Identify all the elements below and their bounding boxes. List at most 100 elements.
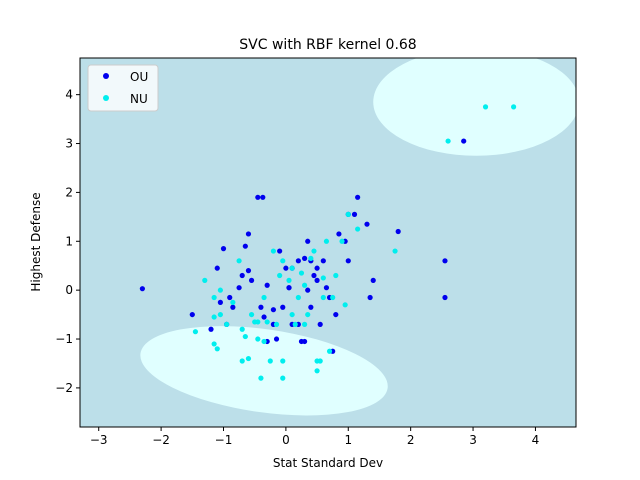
data-point-nu [211,341,217,347]
legend-marker-nu [103,95,109,101]
data-point-nu [239,326,245,332]
data-point-ou [295,258,301,264]
data-point-nu [264,319,270,325]
data-point-nu [217,287,223,293]
data-point-nu [273,321,280,327]
data-point-nu [248,311,255,318]
plot-frame [79,57,577,428]
data-point-nu [311,248,317,254]
data-point-nu [292,321,298,327]
x-tick-label: 0 [282,433,290,447]
y-tick-label: 3 [65,137,73,151]
data-point-ou [286,285,292,291]
data-point-ou [351,211,358,217]
data-point-ou [302,338,308,345]
data-point-nu [267,358,273,364]
data-point-ou [442,258,448,264]
legend-label-nu: NU [130,92,148,106]
data-point-ou [302,255,308,261]
data-point-nu [320,275,326,281]
data-point-ou [239,272,245,279]
data-point-ou [214,265,220,271]
data-point-nu [217,311,223,318]
data-point-ou [280,304,286,310]
data-point-ou [320,258,326,264]
x-tick-label: 4 [532,433,540,447]
data-point-ou [227,294,233,301]
data-point-nu [280,375,286,381]
data-point-ou [323,285,330,291]
data-point-nu [345,211,351,217]
data-point-nu [270,248,277,254]
data-point-nu [305,311,311,318]
data-point-nu [245,355,252,362]
data-point-ou [245,231,252,237]
decision-region-nu-0 [373,58,576,156]
data-point-ou [242,243,248,249]
data-point-nu [482,104,489,110]
y-axis-label: Highest Defense [29,192,43,291]
data-point-ou [260,194,266,200]
data-point-ou [336,231,342,237]
data-point-nu [314,368,320,374]
y-tick-label: 4 [65,88,73,102]
data-point-ou [264,282,270,288]
data-point-nu [302,282,308,288]
data-point-ou [345,258,351,264]
x-tick-label: −3 [90,433,108,447]
data-point-nu [224,321,230,327]
data-point-ou [277,248,283,254]
data-point-nu [298,270,305,276]
data-point-ou [261,314,267,320]
data-point-ou [273,336,280,342]
data-point-ou [364,221,370,227]
x-tick-label: 3 [469,433,477,447]
legend-label-ou: OU [130,70,148,84]
data-point-ou [317,321,323,327]
data-point-nu [255,319,261,325]
data-point-nu [261,338,267,345]
data-point-nu [211,294,217,301]
data-point-nu [277,272,283,279]
data-point-ou [236,285,242,291]
decision-region-nu-1 [140,326,388,416]
data-point-ou [189,311,195,318]
data-point-ou [314,265,320,271]
data-point-nu [323,238,330,244]
data-point-nu [286,277,292,283]
data-point-nu [255,336,261,342]
data-point-ou [245,268,252,274]
y-tick-label: 1 [65,234,73,248]
data-point-nu [258,375,264,381]
data-point-nu [289,311,295,318]
data-point-ou [220,246,227,252]
x-tick-label: 1 [344,433,352,447]
data-point-ou [283,265,289,271]
data-point-nu [202,277,208,283]
data-point-ou [370,277,376,283]
data-point-nu [236,258,242,264]
data-point-nu [317,358,323,364]
data-point-ou [305,238,311,244]
y-tick-label: 2 [65,185,73,199]
data-point-ou [461,138,467,144]
data-point-ou [230,304,236,310]
data-point-ou [139,286,145,292]
data-point-ou [208,326,214,332]
data-point-ou [367,294,373,301]
data-point-ou [258,304,264,310]
data-point-nu [339,238,345,244]
data-point-nu [280,358,286,364]
x-axis-label: Stat Standard Dev [273,456,383,470]
data-point-nu [392,248,398,254]
data-point-ou [270,307,277,313]
data-point-nu [326,348,333,354]
y-tick-label: −2 [55,381,73,395]
data-point-nu [230,299,236,305]
x-tick-label: −2 [152,433,170,447]
data-point-nu [320,294,326,301]
data-point-ou [333,311,339,318]
legend-marker-ou [103,73,109,79]
decision-regions [140,58,576,416]
